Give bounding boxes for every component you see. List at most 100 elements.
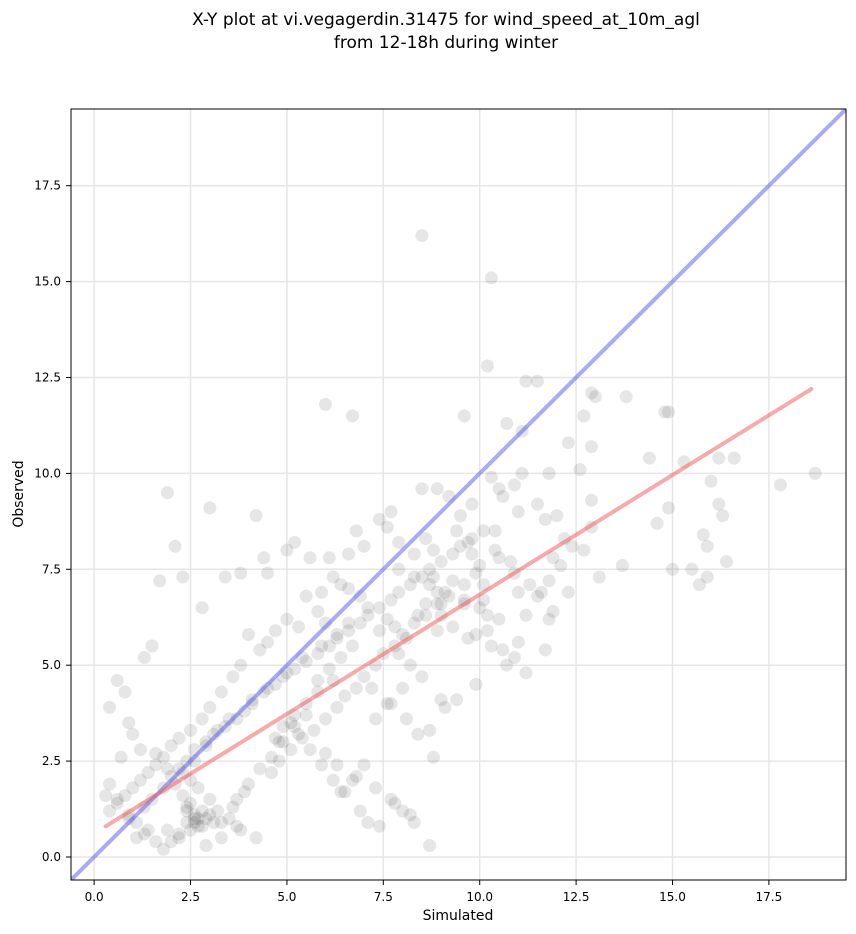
y-tick-label: 10.0	[34, 466, 61, 480]
data-point	[322, 662, 336, 676]
data-point	[110, 792, 124, 806]
data-point	[137, 651, 151, 664]
data-point	[507, 651, 521, 664]
data-point	[365, 681, 379, 695]
data-point	[496, 489, 510, 503]
data-point	[103, 700, 117, 714]
x-tick-label: 7.5	[374, 890, 393, 904]
data-point	[357, 539, 371, 553]
data-point	[330, 631, 344, 645]
data-point	[195, 601, 209, 615]
data-point	[361, 608, 375, 622]
data-point	[214, 685, 228, 699]
data-point	[477, 524, 491, 538]
data-point	[180, 800, 194, 814]
x-tick-label: 12.5	[563, 890, 590, 904]
data-point	[303, 743, 317, 757]
data-point	[384, 593, 398, 607]
data-point	[361, 601, 375, 615]
data-point	[172, 827, 186, 841]
data-point	[446, 620, 460, 634]
data-point	[480, 359, 494, 373]
data-point	[195, 819, 209, 833]
data-point	[342, 582, 356, 595]
data-point	[693, 578, 706, 592]
data-point	[342, 547, 356, 561]
data-point	[446, 574, 460, 588]
data-point	[214, 816, 228, 829]
chart-subtitle: from 12-18h during winter	[334, 33, 558, 53]
data-point	[249, 831, 263, 845]
data-point	[353, 616, 367, 630]
data-point	[230, 819, 244, 833]
data-point	[211, 804, 224, 818]
data-point	[160, 486, 174, 500]
data-point	[284, 716, 298, 730]
data-point	[388, 620, 402, 634]
data-point	[118, 789, 132, 803]
data-point	[473, 601, 487, 615]
data-point	[419, 532, 433, 546]
data-point	[550, 509, 564, 523]
data-point	[423, 723, 437, 737]
data-point	[392, 585, 406, 599]
data-point	[203, 501, 217, 515]
data-point	[334, 651, 348, 664]
data-point	[272, 735, 286, 749]
data-point	[288, 535, 302, 549]
data-point	[442, 589, 456, 603]
data-point	[685, 562, 699, 576]
data-point	[265, 750, 278, 764]
data-point	[226, 800, 240, 814]
data-point	[299, 708, 313, 722]
data-point	[473, 559, 487, 572]
data-point	[577, 543, 591, 557]
data-point	[388, 796, 402, 810]
data-point	[118, 685, 132, 699]
data-point	[334, 578, 348, 592]
data-point	[330, 700, 344, 714]
data-point	[172, 731, 186, 745]
data-point	[319, 746, 332, 760]
data-point	[234, 823, 248, 837]
data-point	[319, 712, 332, 726]
data-point	[349, 769, 363, 783]
data-point	[353, 804, 367, 818]
data-point	[299, 589, 313, 603]
data-point	[407, 570, 421, 584]
data-point	[538, 643, 552, 657]
data-point	[426, 750, 440, 764]
data-point	[700, 570, 714, 584]
data-point	[110, 674, 124, 687]
data-point	[176, 789, 190, 803]
data-point	[546, 605, 560, 618]
data-point	[450, 524, 464, 538]
data-point	[419, 597, 433, 611]
data-point	[149, 835, 163, 849]
data-point	[265, 766, 278, 780]
data-point	[588, 390, 602, 404]
data-point	[504, 555, 518, 569]
data-point	[157, 750, 170, 764]
data-point	[326, 570, 340, 584]
data-point	[492, 612, 506, 626]
data-point	[195, 804, 209, 818]
data-point	[403, 658, 417, 672]
data-point	[531, 497, 544, 511]
x-tick-label: 15.0	[659, 890, 686, 904]
data-point	[338, 689, 352, 703]
data-point	[500, 417, 514, 430]
chart-title: X-Y plot at vi.vegagerdin.31475 for wind…	[192, 10, 700, 30]
data-point	[330, 758, 344, 772]
data-point	[469, 628, 483, 641]
data-point	[542, 466, 556, 480]
data-point	[191, 781, 205, 795]
data-point	[415, 570, 429, 584]
data-point	[430, 585, 444, 599]
data-point	[253, 643, 267, 657]
data-point	[199, 839, 213, 852]
data-point	[257, 551, 271, 565]
scatter-points	[99, 229, 822, 856]
data-point	[249, 509, 263, 523]
data-point	[141, 823, 155, 837]
